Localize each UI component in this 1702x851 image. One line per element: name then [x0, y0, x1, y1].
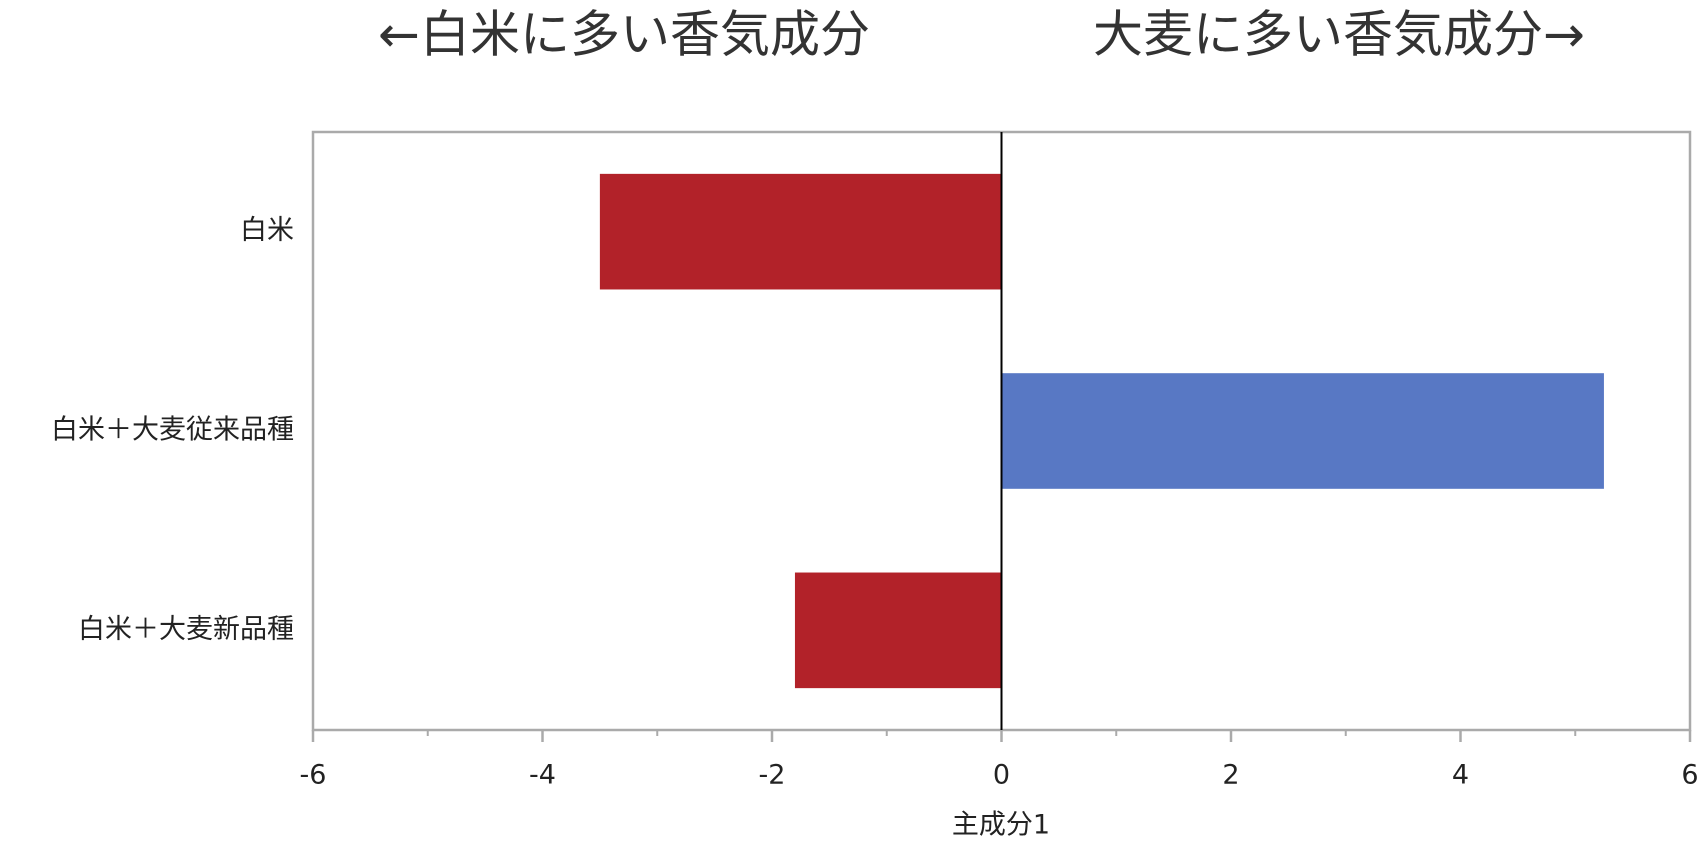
y-tick-label: 白米＋大麦従来品種	[51, 415, 294, 446]
y-tick-label: 白米＋大麦新品種	[78, 614, 294, 645]
bar	[1001, 373, 1604, 489]
x-tick-label: -6	[300, 760, 327, 791]
x-tick-label: 6	[1681, 760, 1698, 791]
x-tick-label: 2	[1222, 760, 1239, 791]
x-tick-label: -2	[759, 760, 786, 791]
x-tick-label: 4	[1452, 760, 1469, 791]
x-axis-label: 主成分1	[952, 810, 1050, 841]
annotation-right: 大麦に多い香気成分→	[1093, 6, 1585, 64]
x-tick-label: -4	[529, 760, 556, 791]
annotation-left: ←白米に多い香気成分	[378, 6, 870, 64]
bar	[599, 173, 1002, 290]
y-tick-label: 白米	[240, 215, 294, 246]
x-tick-label: 0	[993, 760, 1010, 791]
bar	[794, 572, 1002, 689]
